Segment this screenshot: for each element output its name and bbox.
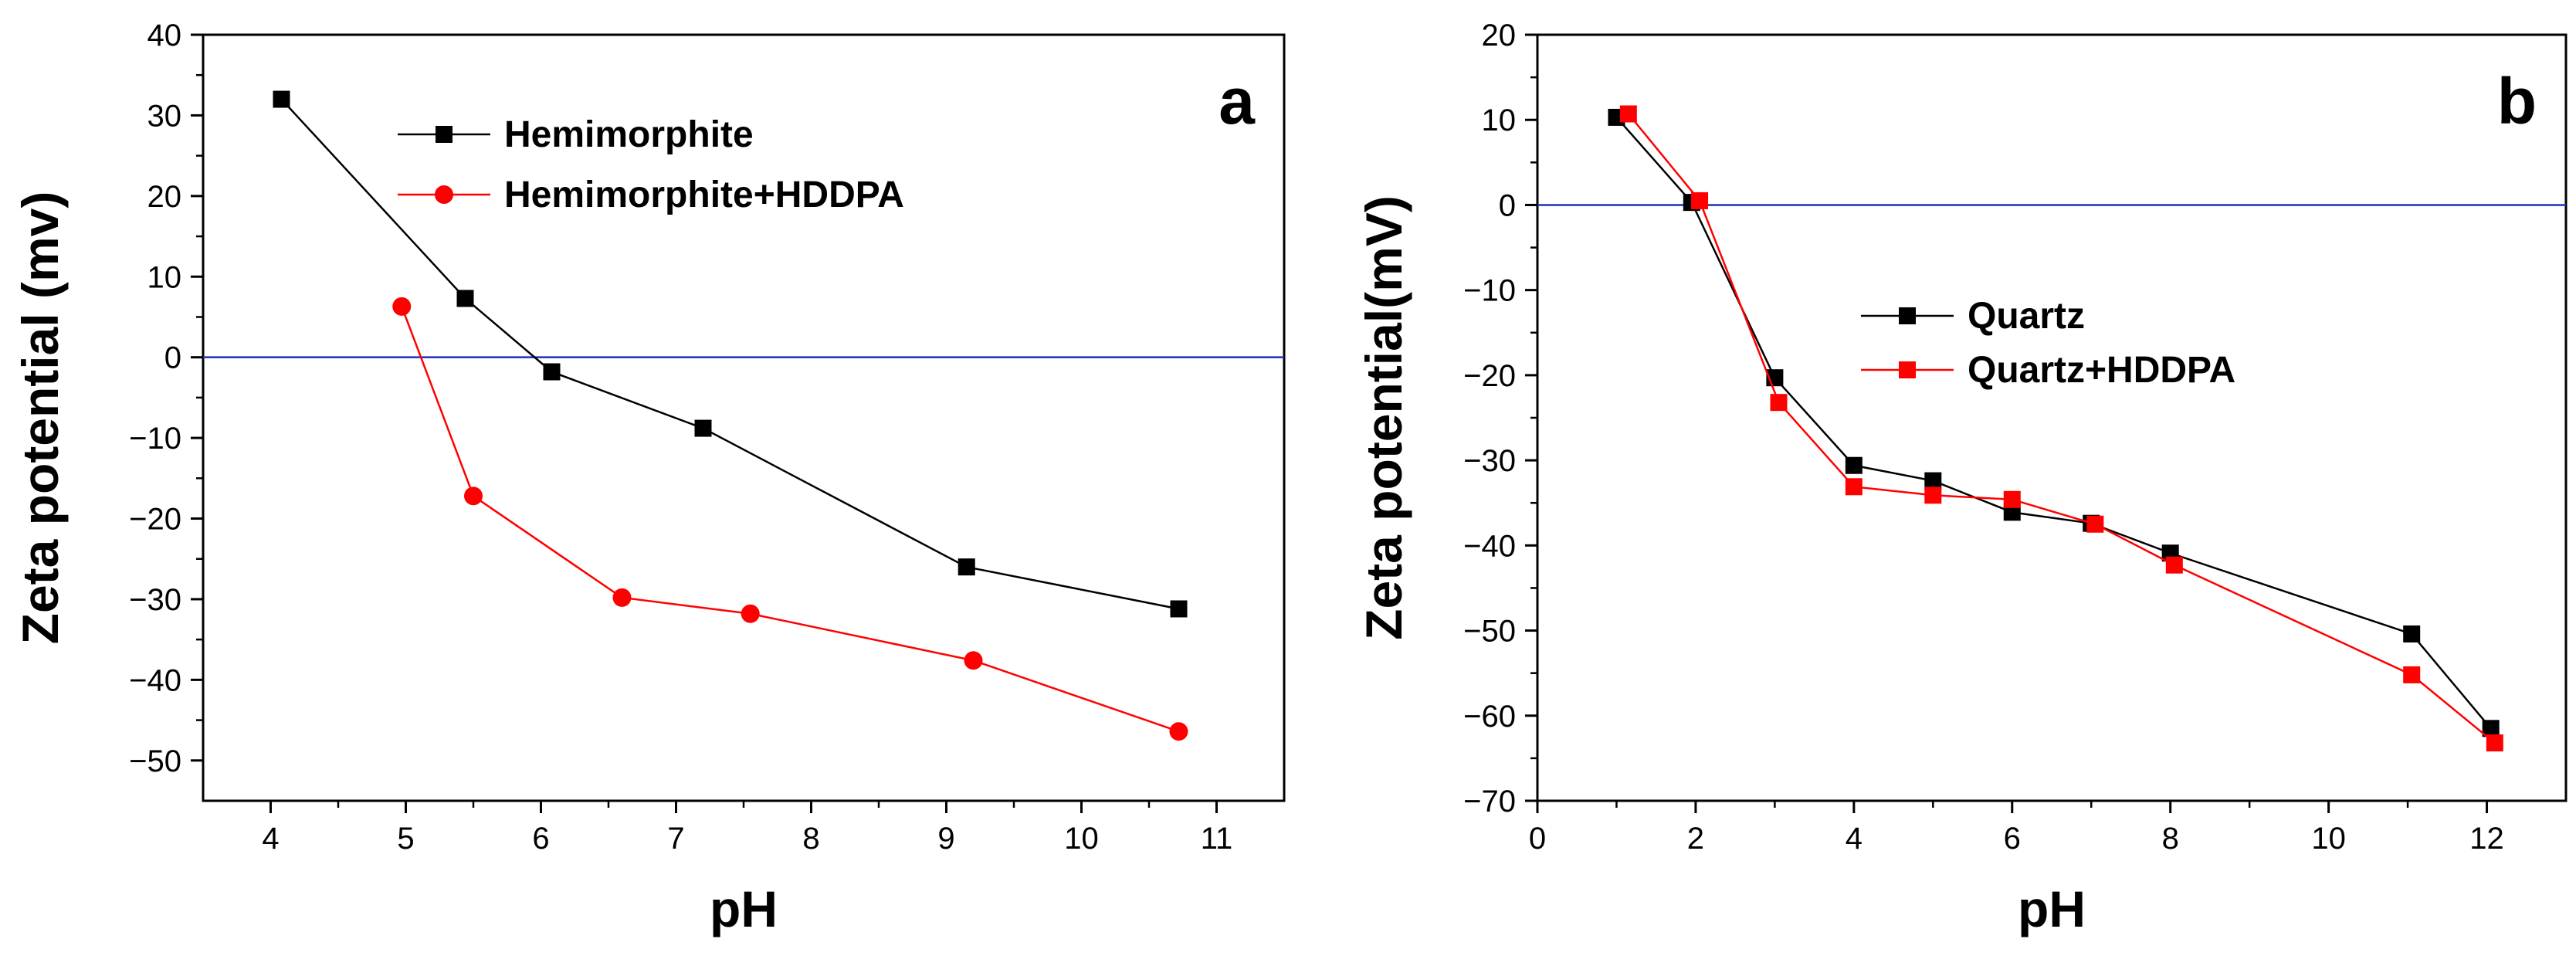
x-tick-label: 12 <box>2469 822 2504 856</box>
x-tick-label: 7 <box>667 822 684 856</box>
y-tick-label: −20 <box>129 503 181 537</box>
series-line <box>280 98 1179 610</box>
data-point <box>1845 478 1863 496</box>
y-axis-title: Zeta potential (mv) <box>12 192 69 645</box>
legend-marker <box>1899 361 1916 378</box>
y-tick-label: 20 <box>147 180 182 214</box>
y-tick-label: −30 <box>129 583 181 617</box>
y-tick-label: 20 <box>1482 19 1517 53</box>
y-tick-label: −20 <box>1463 359 1516 393</box>
data-point <box>741 604 760 623</box>
legend-marker <box>1899 307 1916 324</box>
panel-label: b <box>2497 65 2537 137</box>
x-tick-label: 0 <box>1529 822 1546 856</box>
data-point <box>2486 734 2503 752</box>
y-tick-label: 10 <box>147 260 182 294</box>
data-point <box>1170 600 1188 618</box>
y-axis-title: Zeta potential(mV) <box>1355 195 1412 640</box>
x-tick-label: 8 <box>2162 822 2179 856</box>
y-tick-label: −40 <box>129 663 181 697</box>
data-point <box>464 486 483 506</box>
data-point <box>2403 625 2421 642</box>
chart-panel-a: 4 5 6 7 8 9 10 11 40 30 20 10 0 −10 −20 −30 −40 −50 pH Zeta… <box>12 19 1286 937</box>
series-line <box>1627 113 2496 744</box>
series-line <box>401 306 1179 733</box>
y-tick-label: −10 <box>1463 274 1516 308</box>
y-tick-label: −50 <box>1463 615 1516 649</box>
data-point <box>2482 720 2500 737</box>
data-point <box>1924 472 1942 490</box>
x-tick-label: 6 <box>532 822 549 856</box>
y-tick-label: 30 <box>147 99 182 133</box>
data-point <box>392 297 412 316</box>
data-point <box>964 651 983 670</box>
y-tick-label: −70 <box>1463 785 1516 819</box>
data-point <box>1770 394 1788 412</box>
panel-label: a <box>1219 65 1256 137</box>
data-point <box>2165 556 2183 574</box>
y-tick-label: −60 <box>1463 700 1516 734</box>
x-axis-title: pH <box>710 880 778 937</box>
y-tick-label: −50 <box>129 744 181 778</box>
x-tick-label: 6 <box>2004 822 2021 856</box>
y-tick-label: 40 <box>147 19 182 53</box>
data-point <box>2003 503 2021 521</box>
data-point <box>958 558 975 576</box>
data-point <box>456 290 474 307</box>
data-point <box>1845 456 1863 474</box>
x-tick-label: 10 <box>2311 822 2346 856</box>
legend-label: Quartz <box>1968 296 2085 337</box>
series-line <box>1615 117 2492 730</box>
data-point <box>1619 105 1637 123</box>
plot-frame <box>1536 33 2568 802</box>
data-point <box>1924 486 1942 504</box>
legend-label: Quartz+HDDPA <box>1968 350 2235 391</box>
x-tick-label: 4 <box>1846 822 1863 856</box>
x-tick-label: 4 <box>262 822 279 856</box>
x-tick-label: 10 <box>1064 822 1099 856</box>
x-tick-label: 5 <box>397 822 414 856</box>
x-tick-label: 11 <box>1201 822 1233 856</box>
data-point <box>694 419 712 437</box>
data-point <box>612 588 632 607</box>
data-point <box>1169 722 1188 741</box>
data-point <box>1691 192 1709 209</box>
x-tick-label: 9 <box>937 822 954 856</box>
data-point <box>273 90 290 108</box>
y-tick-label: 0 <box>164 341 181 375</box>
legend-label: Hemimorphite <box>504 114 754 155</box>
legend-label: Hemimorphite+HDDPA <box>504 175 904 215</box>
legend-marker <box>435 185 453 204</box>
data-point <box>2086 515 2104 533</box>
data-point <box>543 363 561 381</box>
y-tick-label: −30 <box>1463 444 1516 478</box>
y-tick-label: −40 <box>1463 529 1516 563</box>
legend-marker <box>436 126 452 143</box>
x-tick-label: 2 <box>1687 822 1704 856</box>
y-tick-label: 0 <box>1499 188 1516 222</box>
data-point <box>2003 490 2021 508</box>
x-axis-title: pH <box>2018 880 2086 937</box>
y-tick-label: −10 <box>129 422 181 456</box>
x-tick-label: 8 <box>802 822 819 856</box>
data-point <box>2403 666 2421 683</box>
chart-panel-b: 0 2 4 6 8 10 12 20 10 0 −10 −20 −30 −40 −50 −60 −70 pH Zet… <box>1355 19 2568 937</box>
y-tick-label: 10 <box>1482 103 1517 137</box>
